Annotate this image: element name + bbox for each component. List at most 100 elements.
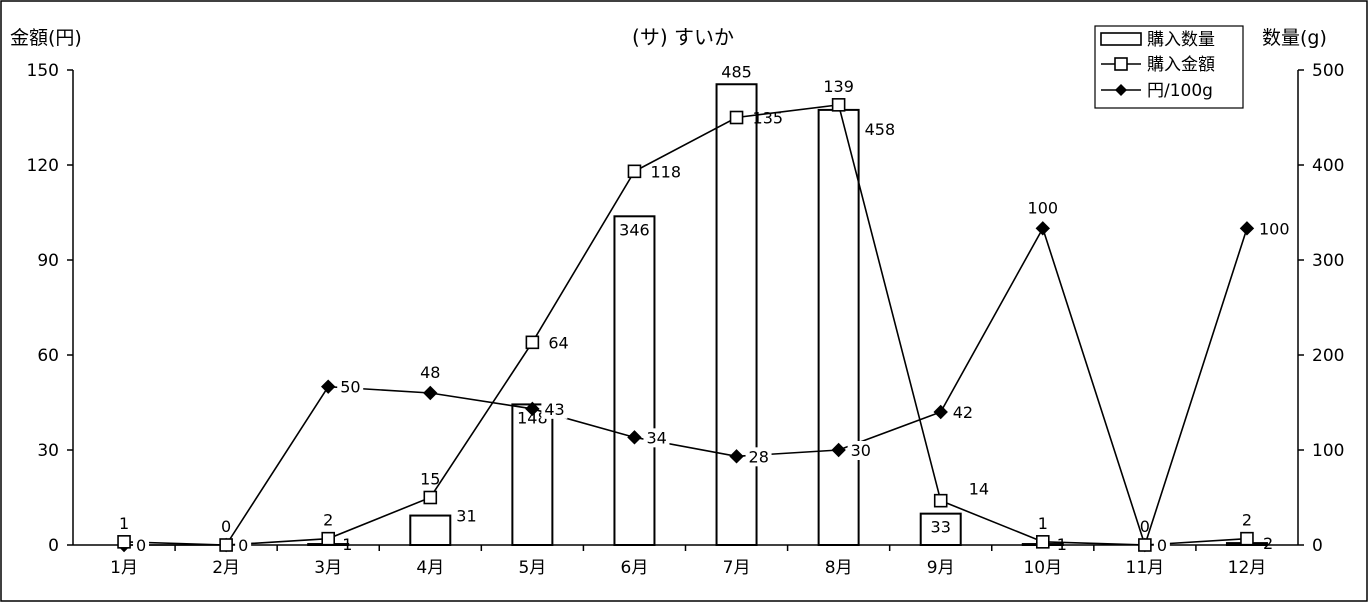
y-left-tick-label: 60 xyxy=(37,346,59,366)
legend-swatch-price-marker xyxy=(1115,84,1127,96)
marker-price-per-100g-4 xyxy=(423,385,438,401)
y-left-tick-label: 120 xyxy=(27,156,59,176)
amount-value-label: 0 xyxy=(1140,517,1150,536)
amount-value-label: 2 xyxy=(1242,511,1252,530)
line-purchase-amount xyxy=(124,103,1248,546)
price-value-label-bg xyxy=(847,441,874,460)
x-tick-label: 7月 xyxy=(723,558,751,578)
bar-8 xyxy=(817,108,860,547)
price-value-label-bg xyxy=(949,403,976,422)
price-value-label: 43 xyxy=(544,400,564,419)
marker-purchase-amount-10 xyxy=(1035,535,1050,549)
price-value-label: 0 xyxy=(1157,536,1167,555)
y-axis-right-label: 数量(g) xyxy=(1262,27,1327,49)
price-value-label-bg xyxy=(643,428,670,448)
marker-purchase-amount-3 xyxy=(321,531,336,546)
y-right-tick-label: 300 xyxy=(1312,251,1344,271)
y-right-tick-label: 100 xyxy=(1312,441,1344,461)
lines-layer xyxy=(116,98,1255,553)
x-tick-label: 4月 xyxy=(416,558,444,578)
marker-price-per-100g-9 xyxy=(933,404,948,420)
legend-swatch-amount-marker xyxy=(1114,57,1128,71)
bar-4 xyxy=(409,514,452,546)
x-tick-label: 11月 xyxy=(1126,558,1165,578)
x-tick-label: 5月 xyxy=(518,558,546,578)
marker-purchase-amount-6 xyxy=(627,164,642,179)
bar-6 xyxy=(613,215,656,547)
price-value-label: 42 xyxy=(953,403,973,422)
legend-swatch-bar xyxy=(1100,32,1142,46)
x-tick-label: 12月 xyxy=(1228,558,1267,578)
marker-price-per-100g-10 xyxy=(1035,221,1050,236)
y-left-tick-label: 30 xyxy=(37,441,59,461)
amount-value-label: 139 xyxy=(823,77,854,96)
bar-5 xyxy=(511,403,554,546)
marker-purchase-amount-12 xyxy=(1240,531,1254,546)
marker-purchase-amount-2 xyxy=(219,538,233,552)
price-value-label: 50 xyxy=(340,378,360,397)
y-right-tick-label: 200 xyxy=(1312,346,1344,366)
y-right-tick-label: 500 xyxy=(1312,61,1344,81)
marker-purchase-amount-11 xyxy=(1138,538,1152,552)
amount-value-label: 1 xyxy=(119,514,129,533)
marker-purchase-amount-5 xyxy=(525,335,540,350)
bar-9 xyxy=(919,512,962,547)
price-value-label: 34 xyxy=(646,428,666,447)
marker-purchase-amount-7 xyxy=(729,110,744,125)
bar-7 xyxy=(715,83,758,546)
price-value-label-bg xyxy=(1255,219,1292,239)
marker-price-per-100g-12 xyxy=(1239,221,1255,236)
marker-purchase-amount-8 xyxy=(831,98,846,112)
marker-price-per-100g-5 xyxy=(525,401,540,417)
y-right-tick-label: 400 xyxy=(1312,156,1344,176)
bar-value-label: 33 xyxy=(931,518,951,537)
marker-price-per-100g-6 xyxy=(627,430,642,445)
price-value-label: 48 xyxy=(420,363,440,382)
amount-value-label: 64 xyxy=(548,333,568,352)
amount-value-label: 14 xyxy=(969,480,989,499)
amount-value-label: 1 xyxy=(1038,514,1048,533)
bar-value-label: 346 xyxy=(619,220,650,239)
bar-value-label: 458 xyxy=(865,120,896,139)
bar-value-label: 1 xyxy=(1057,535,1067,554)
x-tick-label: 2月 xyxy=(212,558,240,578)
bar-value-label: 31 xyxy=(456,507,476,526)
price-value-label-bg xyxy=(133,536,150,555)
price-value-label: 0 xyxy=(136,536,146,555)
legend-label-amount: 購入金額 xyxy=(1147,55,1215,75)
price-value-label-bg xyxy=(337,377,364,397)
amount-value-label: 118 xyxy=(650,162,681,181)
price-value-label: 30 xyxy=(851,441,871,460)
amount-value-label: 135 xyxy=(753,109,784,128)
bar-value-label: 2 xyxy=(1263,534,1273,553)
price-value-label-bg xyxy=(745,447,772,467)
marker-purchase-amount-4 xyxy=(423,490,438,505)
legend-label-quantity: 購入数量 xyxy=(1147,30,1215,50)
x-tick-label: 6月 xyxy=(621,558,649,578)
x-tick-label: 9月 xyxy=(927,558,955,578)
y-left-tick-label: 150 xyxy=(27,61,59,81)
marker-price-per-100g-7 xyxy=(729,449,744,464)
price-value-label-bg xyxy=(1153,536,1170,555)
bar-value-label: 485 xyxy=(721,62,752,81)
price-value-label: 100 xyxy=(1028,198,1059,217)
y-left-tick-label: 90 xyxy=(37,251,59,271)
price-value-label-bg xyxy=(541,399,568,419)
x-tick-label: 3月 xyxy=(314,558,342,578)
bar-value-label: 1 xyxy=(342,535,352,554)
marker-price-per-100g-8 xyxy=(831,442,846,458)
chart-title: (サ) すいか xyxy=(632,25,734,49)
amount-value-label: 0 xyxy=(221,517,231,536)
x-tick-label: 8月 xyxy=(825,558,853,578)
bar-value-label: 148 xyxy=(517,408,548,427)
bars-layer xyxy=(307,83,1268,547)
amount-value-label: 15 xyxy=(420,470,440,489)
line-price-per-100g xyxy=(124,226,1248,548)
marker-purchase-amount-9 xyxy=(933,493,948,508)
marker-price-per-100g-3 xyxy=(321,379,336,394)
amount-value-label: 2 xyxy=(323,511,333,530)
x-tick-label: 10月 xyxy=(1023,558,1062,578)
